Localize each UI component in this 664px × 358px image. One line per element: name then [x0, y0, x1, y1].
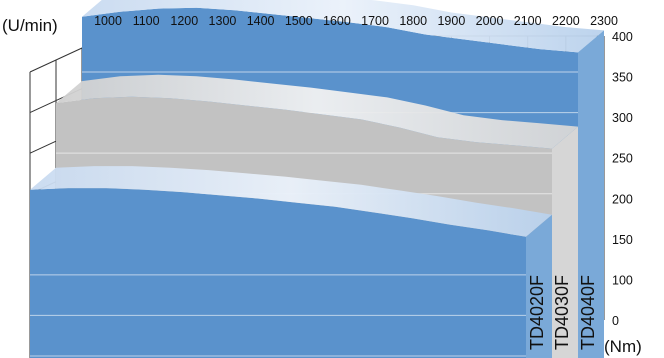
series-side-TD4040F — [578, 30, 604, 358]
x-tick-label: 2300 — [590, 14, 618, 28]
series-top-TD4030F — [56, 74, 578, 149]
x-tick-label: 1900 — [437, 14, 465, 28]
x-tick-label: 1800 — [399, 14, 427, 28]
series-side-TD4030F — [552, 126, 578, 358]
chart-layers — [30, 0, 604, 358]
y-axis-label: (Nm) — [604, 337, 642, 356]
x-tick-label: 1600 — [323, 14, 351, 28]
x-tick-label: 1200 — [170, 14, 198, 28]
x-tick-label: 1000 — [94, 14, 122, 28]
y-tick-label: 200 — [612, 192, 633, 206]
x-tick-label: 1300 — [209, 14, 237, 28]
series-top-TD4040F — [82, 0, 604, 53]
x-tick-label: 2000 — [476, 14, 504, 28]
y-tick-label: 350 — [612, 71, 633, 85]
x-tick-label: 2200 — [552, 14, 580, 28]
series-side-TD4020F — [526, 214, 552, 358]
y-tick-label: 300 — [612, 111, 633, 125]
x-tick-label: 1400 — [247, 14, 275, 28]
x-tick-label: 1500 — [285, 14, 313, 28]
chart-text: 1000 1100 1200 1300 1400 1500 1600 1700 1800 1900… — [2, 14, 642, 356]
x-tick-label: 1700 — [361, 14, 389, 28]
series-top-TD4020F — [30, 166, 552, 237]
series-label-TD4020F: TD4020F — [527, 275, 547, 350]
series-label-TD4030F: TD4030F — [552, 275, 572, 350]
y-tick-label: 150 — [612, 233, 633, 247]
y-tick-label: 400 — [612, 30, 633, 44]
y-tick-label: 0 — [612, 314, 619, 328]
y-tick-label: 250 — [612, 152, 633, 166]
x-axis-label: (U/min) — [2, 16, 58, 35]
x-tick-label: 1100 — [133, 14, 160, 28]
y-tick-label: 100 — [612, 273, 633, 287]
series-label-TD4040F: TD4040F — [578, 275, 598, 350]
x-tick-label: 2100 — [514, 14, 542, 28]
